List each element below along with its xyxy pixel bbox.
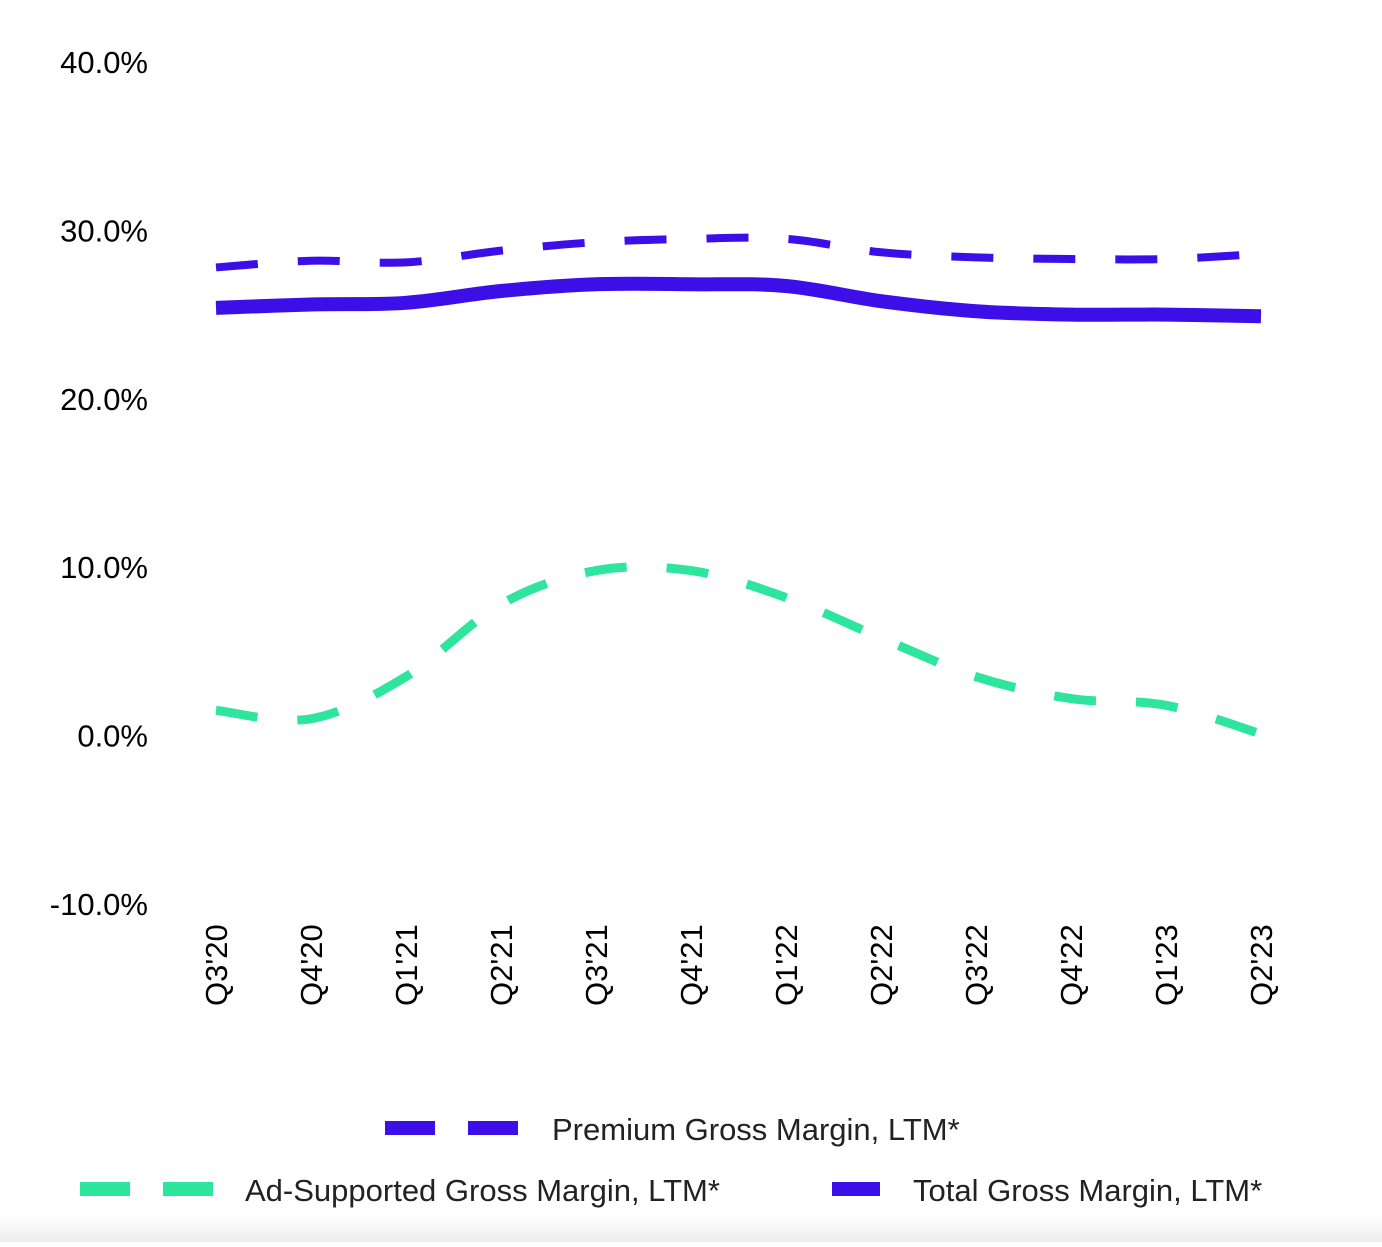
plot-area (215, 233, 1263, 739)
x-tick-label: Q4'20 (294, 924, 329, 1006)
y-tick-label: 40.0% (60, 45, 148, 80)
x-tick-label: Q2'23 (1244, 924, 1279, 1006)
series-line-0 (215, 233, 1262, 272)
legend-item: Ad-Supported Gross Margin, LTM* (80, 1173, 720, 1208)
y-tick-label: -10.0% (50, 887, 148, 922)
x-tick-label: Q1'23 (1149, 924, 1184, 1006)
series-line-2 (215, 276, 1262, 324)
y-tick-label: 10.0% (60, 550, 148, 585)
legend-label: Total Gross Margin, LTM* (913, 1173, 1262, 1208)
legend-label: Premium Gross Margin, LTM* (552, 1112, 960, 1147)
x-tick-label: Q4'21 (674, 924, 709, 1006)
x-tick-label: Q1'21 (389, 924, 424, 1006)
x-tick-label: Q2'21 (484, 924, 519, 1006)
series-line-1 (215, 562, 1263, 739)
x-tick-label: Q1'22 (769, 924, 804, 1006)
legend-label: Ad-Supported Gross Margin, LTM* (245, 1173, 720, 1208)
window-bottom-edge (0, 1214, 1382, 1242)
y-tick-label: 30.0% (60, 213, 148, 248)
y-tick-label: 0.0% (77, 719, 148, 754)
legend-item: Premium Gross Margin, LTM* (385, 1112, 960, 1147)
x-tick-label: Q3'20 (199, 924, 234, 1006)
x-tick-label: Q4'22 (1054, 924, 1089, 1006)
x-axis: Q3'20 Q4'20 Q1'21 Q2'21 Q3'21 Q4'21 Q1'22 Q2'22… (199, 924, 1279, 1006)
legend: Premium Gross Margin, LTM* Ad-Supported G… (80, 1112, 1262, 1208)
x-tick-label: Q2'22 (864, 924, 899, 1006)
y-tick-label: 20.0% (60, 382, 148, 417)
y-axis: 40.0% 30.0% 20.0% 10.0% 0.0% -10.0% (50, 45, 148, 922)
x-tick-label: Q3'22 (959, 924, 994, 1006)
x-tick-label: Q3'21 (579, 924, 614, 1006)
legend-item: Total Gross Margin, LTM* (832, 1173, 1262, 1208)
